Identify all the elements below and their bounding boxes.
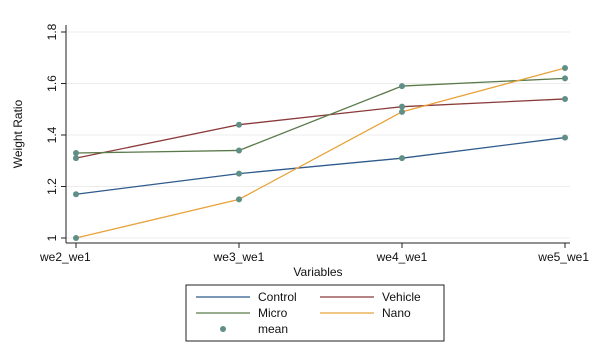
series-line-control xyxy=(75,136,566,195)
legend-label-nano: Nano xyxy=(382,306,411,320)
x-tick-label: we4_we1 xyxy=(376,250,428,264)
x-axis-title: Variables xyxy=(293,265,342,279)
grid-lines xyxy=(66,31,570,239)
y-tick-label: 1.6 xyxy=(45,75,59,92)
legend-swatch-mean xyxy=(220,326,226,332)
mean-point-vehicle xyxy=(562,95,568,102)
mean-point-vehicle xyxy=(236,121,242,128)
mean-point-control xyxy=(73,191,79,198)
mean-point-micro xyxy=(73,150,79,157)
series-line-micro xyxy=(75,77,566,154)
series-points xyxy=(73,65,568,241)
legend-label-micro: Micro xyxy=(258,306,288,320)
series-line-vehicle xyxy=(75,98,566,159)
series-line-nano xyxy=(75,67,566,239)
y-axis-title: Weight Ratio xyxy=(11,99,25,168)
mean-point-vehicle xyxy=(73,155,79,162)
mean-point-nano xyxy=(73,235,79,241)
y-tick-label: 1.8 xyxy=(45,23,59,40)
legend-label-vehicle: Vehicle xyxy=(382,290,421,304)
y-ticks: 1 1.2 1.4 1.6 1.8 xyxy=(45,23,66,241)
mean-point-control xyxy=(236,170,242,177)
mean-point-nano xyxy=(562,65,568,72)
mean-point-micro xyxy=(399,83,405,90)
x-tick-label: we2_we1 xyxy=(39,250,91,264)
mean-point-control xyxy=(562,134,568,141)
mean-point-micro xyxy=(236,147,242,154)
legend-label-control: Control xyxy=(258,290,297,304)
mean-point-micro xyxy=(562,75,568,82)
mean-point-nano xyxy=(236,196,242,203)
y-tick-label: 1.2 xyxy=(45,178,59,195)
x-ticks: we2_we1 we3_we1 we4_we1 we5_we1 xyxy=(39,243,589,264)
y-tick-label: 1 xyxy=(45,234,59,241)
mean-point-nano xyxy=(399,108,405,115)
series-lines xyxy=(75,67,566,239)
x-tick-label: we5_we1 xyxy=(537,250,589,264)
legend-label-mean: mean xyxy=(258,322,288,336)
mean-point-vehicle xyxy=(399,103,405,110)
y-tick-label: 1.4 xyxy=(45,126,59,143)
mean-point-control xyxy=(399,155,405,162)
legend: Control Vehicle Micro Nano mean xyxy=(185,284,445,342)
x-tick-label: we3_we1 xyxy=(213,250,265,264)
axes xyxy=(65,25,570,244)
